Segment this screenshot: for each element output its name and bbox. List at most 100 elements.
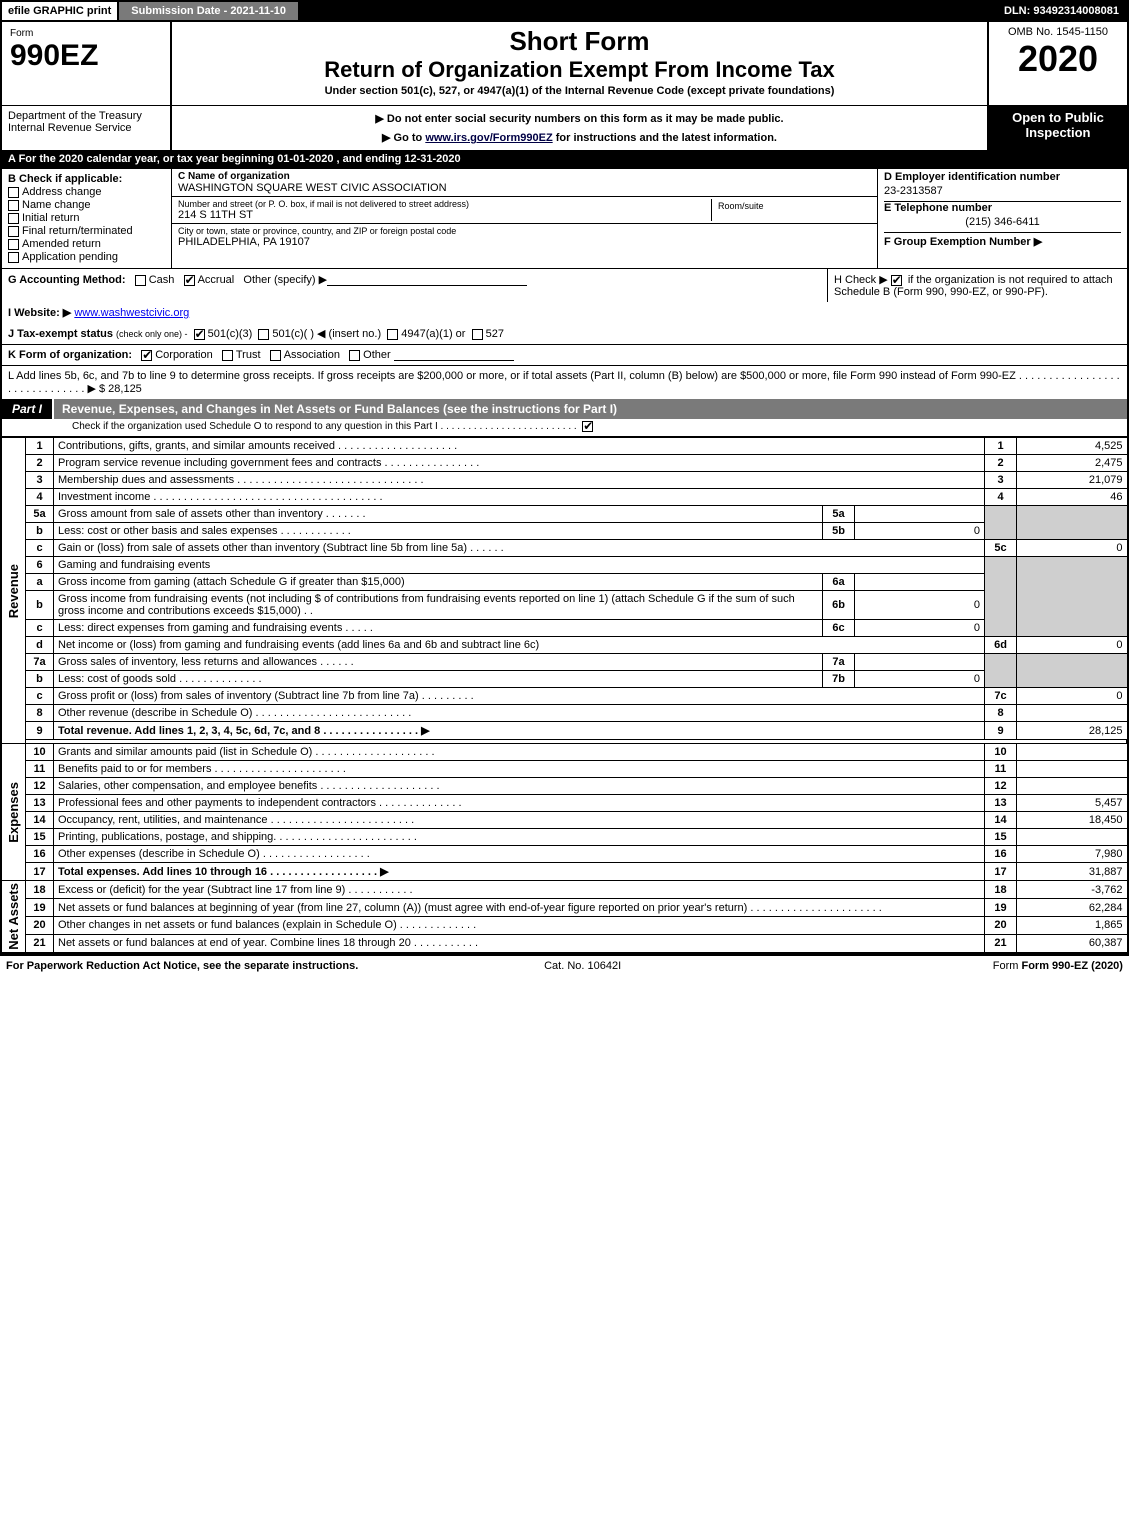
table-row: Net Assets 18Excess or (deficit) for the…: [2, 881, 1127, 899]
form-body: Form 990EZ Short Form Return of Organiza…: [0, 22, 1129, 955]
shaded-cell: [985, 574, 1017, 591]
inner-val: 0: [855, 671, 985, 688]
lines-table: Revenue 1 Contributions, gifts, grants, …: [2, 437, 1127, 953]
shaded-cell: [1017, 523, 1127, 540]
line-val: 18,450: [1017, 812, 1127, 829]
line-desc: Benefits paid to or for members . . . . …: [54, 761, 985, 778]
table-row: 14Occupancy, rent, utilities, and mainte…: [2, 812, 1127, 829]
line-val: 1,865: [1017, 916, 1127, 934]
return-title: Return of Organization Exempt From Incom…: [180, 57, 979, 83]
j-label: J Tax-exempt status: [8, 328, 113, 340]
line-desc: Gross income from gaming (attach Schedul…: [54, 574, 823, 591]
b-item-5[interactable]: Application pending: [8, 251, 165, 263]
shaded-cell: [985, 671, 1017, 688]
checkbox-checked-icon[interactable]: [891, 275, 902, 286]
line-val: 5,457: [1017, 795, 1127, 812]
line-box: 9: [985, 722, 1017, 740]
b-item-4[interactable]: Amended return: [8, 238, 165, 250]
checkbox-checked-icon[interactable]: [141, 350, 152, 361]
table-row: 5aGross amount from sale of assets other…: [2, 506, 1127, 523]
line-num: 2: [26, 455, 54, 472]
line-box: 5c: [985, 540, 1017, 557]
shaded-cell: [1017, 506, 1127, 523]
checkbox-icon[interactable]: [349, 350, 360, 361]
b-item-0[interactable]: Address change: [8, 186, 165, 198]
inner-box: 5b: [823, 523, 855, 540]
table-row: cLess: direct expenses from gaming and f…: [2, 620, 1127, 637]
line-num: b: [26, 523, 54, 540]
line-j: J Tax-exempt status (check only one) - 5…: [2, 323, 1127, 344]
shaded-cell: [1017, 620, 1127, 637]
checkbox-checked-icon[interactable]: [184, 275, 195, 286]
block-bcd: B Check if applicable: Address change Na…: [2, 168, 1127, 268]
line-box: 14: [985, 812, 1017, 829]
shaded-cell: [985, 557, 1017, 574]
shaded-cell: [985, 654, 1017, 671]
line-box: 8: [985, 705, 1017, 722]
checkbox-icon[interactable]: [387, 329, 398, 340]
checkbox-icon[interactable]: [270, 350, 281, 361]
table-row: 4Investment income . . . . . . . . . . .…: [2, 489, 1127, 506]
c-name-label: C Name of organization: [178, 171, 871, 182]
efile-print[interactable]: efile GRAPHIC print: [2, 2, 119, 20]
line-desc: Gross sales of inventory, less returns a…: [54, 654, 823, 671]
line-num: 9: [26, 722, 54, 740]
line-num: 8: [26, 705, 54, 722]
part-1-sub: Check if the organization used Schedule …: [2, 419, 1127, 437]
checkbox-icon: [8, 213, 19, 224]
checkbox-icon[interactable]: [258, 329, 269, 340]
line-val: 46: [1017, 489, 1127, 506]
line-desc: Occupancy, rent, utilities, and maintena…: [54, 812, 985, 829]
form-label: Form: [10, 28, 162, 39]
line-desc-bold: Total expenses. Add lines 10 through 16 …: [58, 866, 389, 878]
b-item-2[interactable]: Initial return: [8, 212, 165, 224]
b-item-1[interactable]: Name change: [8, 199, 165, 211]
line-num: b: [26, 591, 54, 620]
line-i: I Website: ▶ www.washwestcivic.org: [2, 302, 1127, 323]
irs-link[interactable]: www.irs.gov/Form990EZ: [425, 132, 552, 144]
footer-right: Form Form 990-EZ (2020): [993, 960, 1123, 972]
shaded-cell: [985, 591, 1017, 620]
expenses-side-label: Expenses: [6, 782, 21, 843]
part-1-sub-text: Check if the organization used Schedule …: [72, 421, 577, 432]
table-row: Expenses 10Grants and similar amounts pa…: [2, 744, 1127, 761]
line-h: H Check ▶ if the organization is not req…: [827, 269, 1127, 302]
line-desc: Less: cost of goods sold . . . . . . . .…: [54, 671, 823, 688]
shaded-cell: [1017, 654, 1127, 671]
table-row: 13Professional fees and other payments t…: [2, 795, 1127, 812]
submission-date: Submission Date - 2021-11-10: [119, 2, 300, 20]
line-desc: Total revenue. Add lines 1, 2, 3, 4, 5c,…: [54, 722, 985, 740]
line-box: 10: [985, 744, 1017, 761]
table-row: 16Other expenses (describe in Schedule O…: [2, 846, 1127, 863]
line-box: 15: [985, 829, 1017, 846]
checkbox-icon[interactable]: [222, 350, 233, 361]
line-box: 3: [985, 472, 1017, 489]
k-other-input[interactable]: [394, 349, 514, 361]
line-num: 20: [26, 916, 54, 934]
shaded-cell: [1017, 671, 1127, 688]
b-label-0: Address change: [22, 186, 102, 198]
line-val: 0: [1017, 540, 1127, 557]
line-val: 4,525: [1017, 438, 1127, 455]
shaded-cell: [1017, 574, 1127, 591]
inner-box: 6c: [823, 620, 855, 637]
line-num: 16: [26, 846, 54, 863]
checkbox-icon: [8, 226, 19, 237]
shaded-cell: [985, 506, 1017, 523]
line-desc: Gain or (loss) from sale of assets other…: [54, 540, 985, 557]
checkbox-icon[interactable]: [135, 275, 146, 286]
g-other-input[interactable]: [327, 274, 527, 286]
line-val: -3,762: [1017, 881, 1127, 899]
line-desc-bold: Total revenue. Add lines 1, 2, 3, 4, 5c,…: [58, 725, 430, 737]
b-label-2: Initial return: [22, 212, 79, 224]
line-l: L Add lines 5b, 6c, and 7b to line 9 to …: [2, 366, 1127, 399]
website-link[interactable]: www.washwestcivic.org: [74, 307, 189, 319]
notice-goto: ▶ Go to www.irs.gov/Form990EZ for instru…: [180, 131, 979, 144]
line-desc: Total expenses. Add lines 10 through 16 …: [54, 863, 985, 881]
b-item-3[interactable]: Final return/terminated: [8, 225, 165, 237]
goto-pre: ▶ Go to: [382, 132, 425, 144]
checkbox-checked-icon[interactable]: [582, 421, 593, 432]
checkbox-icon[interactable]: [472, 329, 483, 340]
line-num: 18: [26, 881, 54, 899]
checkbox-checked-icon[interactable]: [194, 329, 205, 340]
